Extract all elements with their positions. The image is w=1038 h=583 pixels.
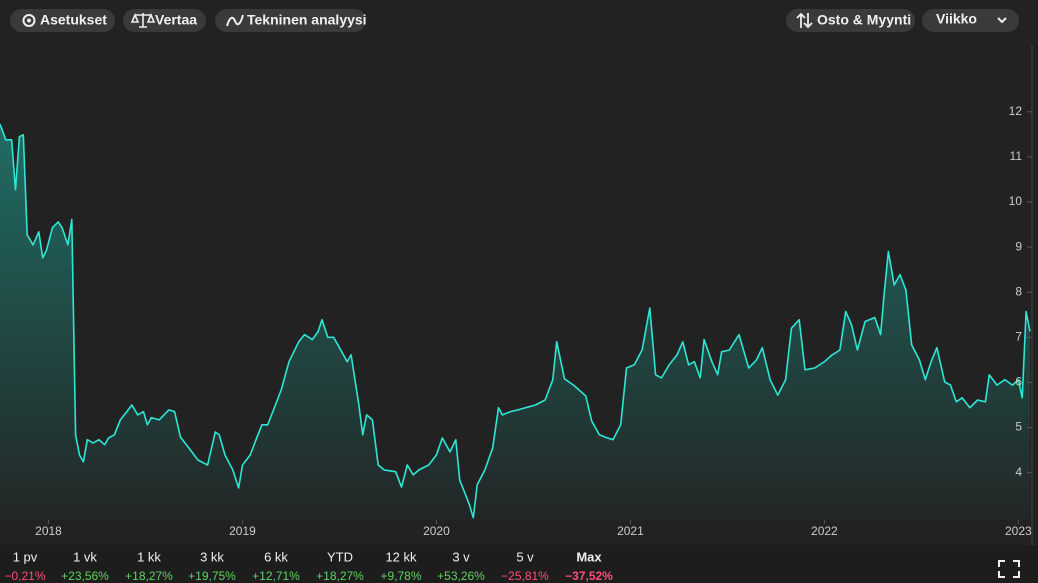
period-9[interactable]: Max −37,52%	[565, 549, 613, 583]
x-tick-label: 2019	[229, 524, 256, 538]
y-tick-label: 11	[1010, 149, 1023, 163]
period-change: +18,27%	[125, 569, 173, 583]
period-change: +12,71%	[252, 569, 300, 583]
period-5[interactable]: YTD +18,27%	[316, 549, 364, 583]
period-label: 6 kk	[264, 549, 288, 564]
period-1[interactable]: 1 vk +23,56%	[61, 549, 109, 583]
btn-settings[interactable]: Asetukset	[10, 9, 115, 32]
x-tick-label: 2018	[35, 524, 62, 538]
y-tick-label: 9	[1015, 239, 1022, 253]
y-tick-label: 10	[1009, 194, 1023, 208]
period-change: +9,78%	[380, 569, 421, 583]
btn-interval[interactable]: Viikko	[922, 9, 1019, 32]
y-tick-label: 5	[1015, 420, 1022, 434]
period-change: +23,56%	[61, 569, 109, 583]
y-tick-label: 12	[1009, 104, 1023, 118]
period-label: YTD	[327, 549, 353, 564]
period-4[interactable]: 6 kk +12,71%	[252, 549, 300, 583]
y-tick-label: 7	[1015, 329, 1022, 343]
btn-label: Asetukset	[40, 12, 107, 28]
y-tick-label: 6	[1015, 375, 1022, 389]
btn-label: Osto & Myynti	[817, 12, 911, 28]
x-tick-label: 2022	[811, 524, 838, 538]
period-change: +18,27%	[316, 569, 364, 583]
period-6[interactable]: 12 kk +9,78%	[380, 549, 421, 583]
period-change: +19,75%	[188, 569, 236, 583]
btn-technical[interactable]: Tekninen analyysi	[215, 9, 367, 32]
btn-compare[interactable]: Vertaa	[123, 9, 206, 32]
period-label: 3 v	[452, 549, 470, 564]
period-change: −25,81%	[501, 569, 549, 583]
period-bar	[0, 545, 1038, 583]
btn-label: Viikko	[936, 11, 977, 27]
period-change: −37,52%	[565, 569, 613, 583]
period-8[interactable]: 5 v −25,81%	[501, 549, 549, 583]
fullscreen-icon[interactable]	[998, 560, 1020, 578]
period-label: Max	[576, 549, 602, 564]
y-tick-label: 4	[1015, 465, 1022, 479]
y-tick-label: 8	[1015, 284, 1022, 298]
period-label: 1 vk	[73, 549, 97, 564]
period-label: 1 pv	[13, 549, 38, 564]
period-7[interactable]: 3 v +53,26%	[437, 549, 485, 583]
btn-label: Tekninen analyysi	[247, 12, 367, 28]
period-change: −0,21%	[4, 569, 45, 583]
period-0[interactable]: 1 pv −0,21%	[4, 549, 45, 583]
period-3[interactable]: 3 kk +19,75%	[188, 549, 236, 583]
area	[0, 124, 1030, 520]
period-label: 12 kk	[385, 549, 417, 564]
period-label: 1 kk	[137, 549, 161, 564]
x-tick-label: 2021	[617, 524, 644, 538]
btn-label: Vertaa	[155, 12, 197, 28]
x-tick-label: 2020	[423, 524, 450, 538]
period-2[interactable]: 1 kk +18,27%	[125, 549, 173, 583]
price-line	[0, 123, 1031, 519]
x-tick-label: 2023	[1005, 524, 1032, 538]
period-label: 5 v	[516, 549, 534, 564]
btn-trades[interactable]: Osto & Myynti	[786, 9, 915, 32]
period-change: +53,26%	[437, 569, 485, 583]
period-label: 3 kk	[200, 549, 224, 564]
